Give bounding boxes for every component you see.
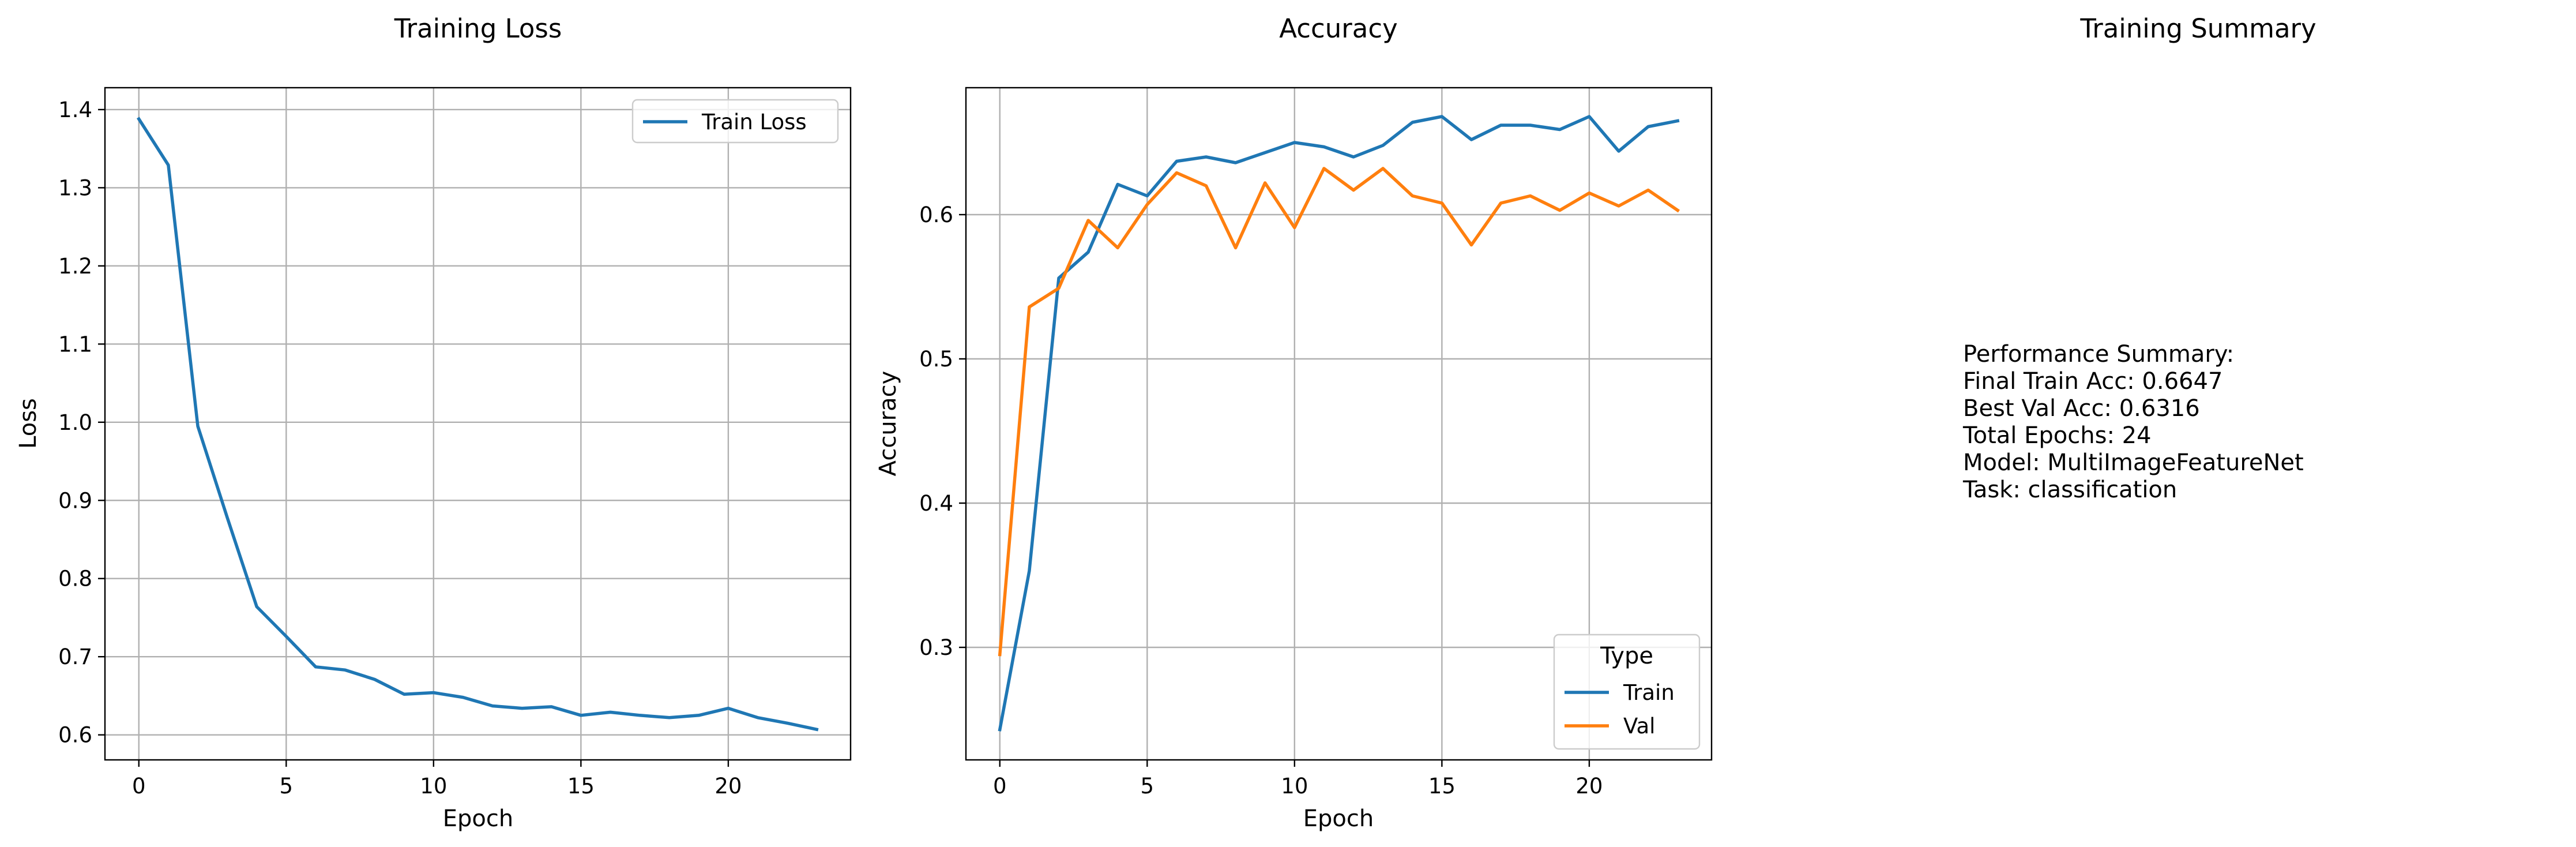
accuracy-chart-title: Accuracy — [1279, 13, 1397, 44]
accuracy-chart-frame — [965, 87, 1713, 761]
summary-line: Total Epochs: 24 — [1962, 422, 2152, 449]
loss-chart-series-line-train-loss — [137, 117, 819, 732]
accuracy-chart-legend-title: Type — [1600, 643, 1653, 669]
loss-chart-legend-box — [631, 99, 839, 144]
summary-line: Best Val Acc: 0.6316 — [1963, 395, 2200, 422]
loss-chart-ytick-label: 0.6 — [58, 723, 92, 748]
accuracy-chart-series — [998, 115, 1680, 732]
loss-chart-ytick-label: 0.7 — [58, 644, 92, 669]
accuracy-chart-ytick-label: 0.3 — [919, 635, 953, 660]
loss-chart-xtick-label: 5 — [280, 774, 294, 799]
accuracy-chart-xtick-label: 20 — [1575, 774, 1603, 799]
loss-chart-grid — [105, 88, 851, 760]
loss-chart-ytick-label: 1.0 — [58, 410, 92, 435]
loss-chart-ytick-label: 0.8 — [58, 567, 92, 591]
accuracy-chart-xtick-label: 15 — [1428, 774, 1456, 799]
summary-line: Performance Summary: — [1963, 341, 2234, 368]
loss-chart-xtick-label: 10 — [420, 774, 447, 799]
accuracy-chart-ytick-label: 0.6 — [919, 203, 953, 227]
accuracy-chart-legend-label: Val — [1623, 714, 1655, 739]
loss-chart-title: Training Loss — [394, 13, 562, 44]
loss-chart-xtick-label: 0 — [132, 774, 146, 799]
loss-chart-legend-label: Train Loss — [701, 110, 807, 134]
summary-line: Model: MultiImageFeatureNet — [1963, 449, 2304, 476]
summary-line: Task: classification — [1962, 477, 2177, 503]
loss-chart-ytick-label: 1.3 — [58, 175, 92, 200]
loss-chart-series — [137, 117, 819, 732]
loss-chart-frame — [104, 87, 852, 761]
loss-chart-ytick-label: 0.9 — [58, 488, 92, 513]
summary-panel: Training Summary Performance Summary: Fi… — [1962, 13, 2316, 503]
accuracy-chart-ytick-label: 0.5 — [919, 347, 953, 372]
accuracy-chart: Accuracy 0 5 10 15 20 0.3 0.4 0.5 0.6 Epoch Accu… — [875, 13, 1713, 832]
loss-chart-xlabel: Epoch — [443, 805, 513, 832]
loss-chart-xtick-label: 20 — [714, 774, 742, 799]
accuracy-chart-ytick-label: 0.4 — [919, 491, 953, 516]
accuracy-chart-xtick-label: 10 — [1281, 774, 1308, 799]
loss-chart-ytick-label: 1.2 — [58, 254, 92, 279]
accuracy-chart-xtick-label: 0 — [993, 774, 1007, 799]
summary-title: Training Summary — [2079, 13, 2316, 44]
loss-chart-ticks: 0 5 10 15 20 0.6 0.7 0.8 0.9 1.0 1.1 1.2 1.3 1.4 — [58, 98, 742, 799]
loss-chart-xtick-label: 15 — [567, 774, 595, 799]
accuracy-chart-legend: Type Train Val — [1553, 634, 1701, 750]
accuracy-chart-ticks: 0 5 10 15 20 0.3 0.4 0.5 0.6 — [919, 203, 1603, 799]
accuracy-chart-legend-box — [1553, 634, 1701, 750]
accuracy-chart-xlabel: Epoch — [1303, 805, 1374, 832]
summary-line: Final Train Acc: 0.6647 — [1963, 368, 2222, 395]
loss-chart-ytick-label: 1.1 — [58, 332, 92, 357]
loss-chart-ylabel: Loss — [15, 398, 42, 449]
accuracy-chart-xtick-label: 5 — [1141, 774, 1155, 799]
accuracy-chart-ylabel: Accuracy — [875, 371, 901, 477]
loss-chart: Training Loss 0 5 10 15 20 0.6 0.7 0.8 0.9 1.0 1.1… — [15, 13, 852, 832]
loss-chart-ytick-label: 1.4 — [58, 98, 92, 122]
accuracy-chart-series-line-val — [998, 167, 1680, 657]
accuracy-chart-series-line-train — [998, 115, 1680, 732]
loss-chart-legend: Train Loss — [631, 99, 839, 144]
accuracy-chart-legend-label: Train — [1623, 680, 1675, 705]
